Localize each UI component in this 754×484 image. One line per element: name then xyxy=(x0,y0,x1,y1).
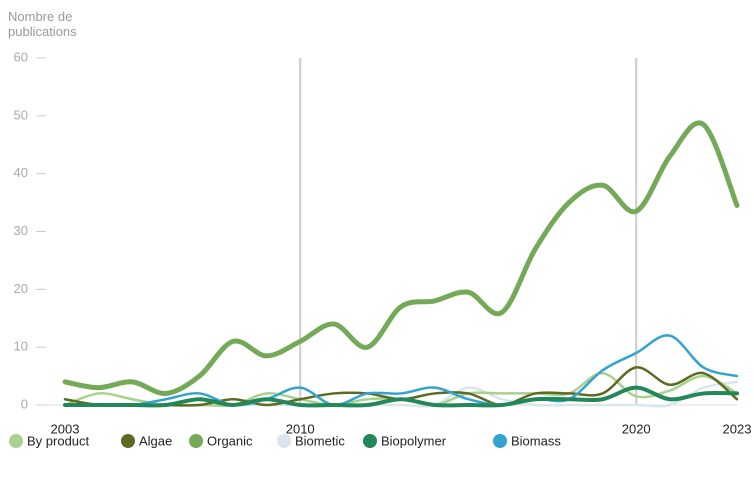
legend-label: Organic xyxy=(207,433,253,448)
series-line xyxy=(63,385,739,408)
y-tick-label: 30 xyxy=(14,223,28,238)
x-tick-label: 2020 xyxy=(622,421,651,436)
legend-label: Biomass xyxy=(511,433,561,448)
y-tick-label: 10 xyxy=(14,339,28,354)
legend-swatch xyxy=(493,434,507,448)
legend-swatch xyxy=(363,434,377,448)
legend-label: Algae xyxy=(139,433,172,448)
x-tick-label: 2010 xyxy=(286,421,315,436)
x-tick-label: 2023 xyxy=(723,421,752,436)
legend-swatch xyxy=(9,434,23,448)
legend-label: By product xyxy=(27,433,90,448)
legend-swatch xyxy=(277,434,291,448)
y-tick-label: 50 xyxy=(14,107,28,122)
y-tick-label: 60 xyxy=(14,49,28,64)
legend-swatch xyxy=(189,434,203,448)
legend-label: Biometic xyxy=(295,433,345,448)
y-tick-label: 40 xyxy=(14,165,28,180)
y-axis-label: Nombre de publications xyxy=(8,9,77,39)
y-tick-label: 20 xyxy=(14,281,28,296)
x-tick-label: 2003 xyxy=(51,421,80,436)
y-tick-label: 0 xyxy=(21,396,28,411)
series-line xyxy=(62,120,740,396)
legend-swatch xyxy=(121,434,135,448)
legend-label: Biopolymer xyxy=(381,433,447,448)
series-line xyxy=(63,334,739,407)
